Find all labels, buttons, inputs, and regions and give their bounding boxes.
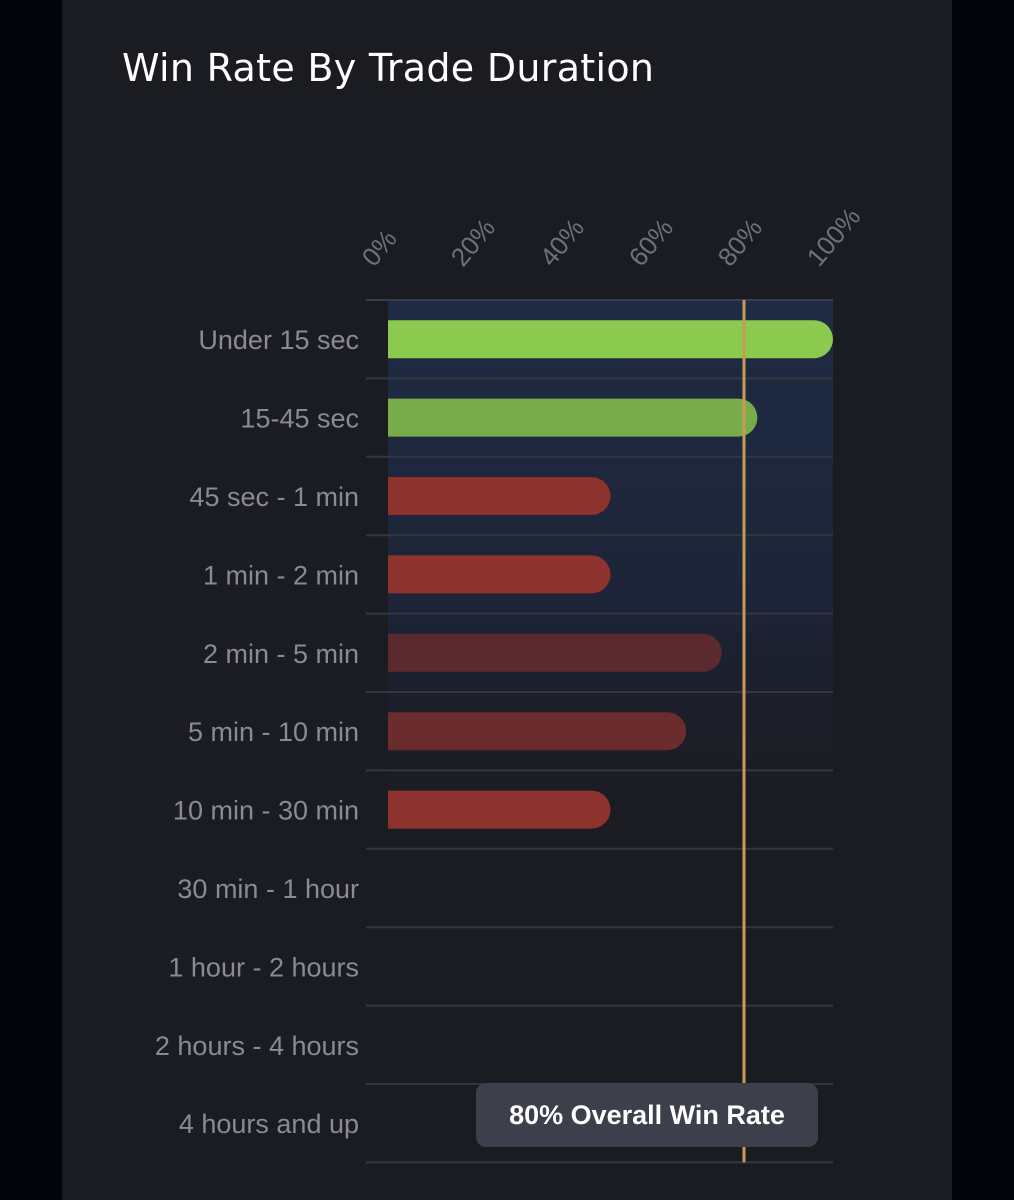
category-label: 2 hours - 4 hours (155, 1031, 359, 1061)
bar (388, 712, 687, 751)
bar (388, 555, 611, 594)
tick-label: 20% (445, 213, 501, 272)
category-label: Under 15 sec (198, 325, 359, 355)
bars (388, 320, 833, 829)
gridlines (366, 299, 833, 1164)
bar (388, 398, 758, 437)
tick-label: 0% (356, 224, 403, 272)
tick-label: 80% (712, 213, 768, 272)
bar (388, 790, 611, 829)
tick-label: 40% (534, 213, 590, 272)
overall-win-rate-label: 80% Overall Win Rate (476, 1083, 818, 1147)
category-label: 15-45 sec (240, 404, 359, 434)
category-label: 5 min - 10 min (188, 717, 359, 747)
bar (388, 477, 611, 515)
category-labels: Under 15 sec 15-45 sec 45 sec - 1 min 1 min… (155, 325, 359, 1139)
x-tick-labels: 0% 20% 40% 60% 80% 100% (356, 202, 867, 272)
category-label: 4 hours and up (179, 1109, 359, 1139)
category-label: 1 hour - 2 hours (168, 952, 359, 982)
category-label: 2 min - 5 min (203, 639, 359, 669)
tick-label: 100% (801, 202, 867, 272)
bar (388, 633, 722, 672)
bar (388, 320, 833, 359)
category-label: 30 min - 1 hour (177, 874, 359, 904)
chart-title: Win Rate By Trade Duration (122, 46, 655, 90)
category-label: 1 min - 2 min (203, 560, 359, 590)
tick-label: 60% (623, 213, 679, 272)
category-label: 45 sec - 1 min (189, 482, 359, 512)
category-label: 10 min - 30 min (173, 796, 359, 826)
